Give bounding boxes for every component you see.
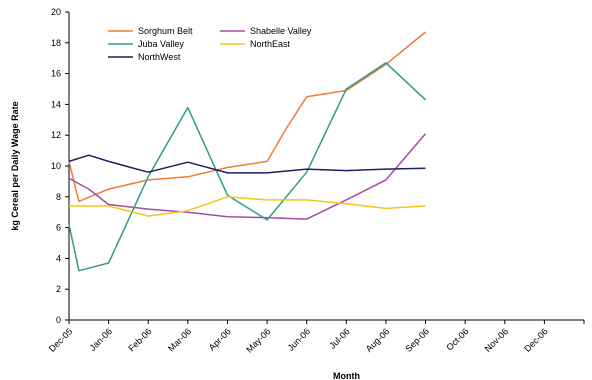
legend-item-northwest: NorthWest	[108, 52, 181, 62]
x-tick-label: Dec-05	[47, 326, 75, 354]
y-tick-label: 14	[51, 99, 61, 109]
x-tick-label: Sep-06	[403, 326, 431, 354]
x-tick-label: Feb-06	[126, 326, 153, 353]
y-tick-label: 10	[51, 161, 61, 171]
series-line-sorghum-belt	[68, 31, 426, 203]
x-tick-label: Mar-06	[166, 326, 193, 353]
legend-label: Sorghum Belt	[138, 26, 193, 36]
legend-item-juba-valley: Juba Valley	[108, 39, 184, 49]
series-line-juba-valley	[68, 62, 427, 272]
legend: Sorghum Belt Shabelle Valley Juba Valley No…	[108, 26, 312, 62]
x-tick-label: Aug-06	[364, 326, 392, 354]
legend-label: Shabelle Valley	[250, 26, 312, 36]
y-tick-label: 16	[51, 69, 61, 79]
x-tick-label: Dec-06	[522, 326, 550, 354]
series-line-northwest	[68, 154, 426, 174]
y-tick-label: 18	[51, 38, 61, 48]
plot-area: 0 2 4 6 8 10 12 14 16 18 20 Dec-05 Jan-06 Feb-06 Mar-0…	[47, 7, 585, 355]
x-tick-label: Oct-06	[444, 326, 470, 352]
x-axis-title: Month	[333, 371, 360, 380]
y-tick-label: 4	[56, 253, 61, 263]
x-tick-label: May-06	[244, 326, 272, 354]
legend-label: NorthEast	[250, 39, 291, 49]
y-tick-label: 0	[56, 315, 61, 325]
legend-item-northeast: NorthEast	[220, 39, 291, 49]
y-tick-label: 20	[51, 7, 61, 17]
y-tick-label: 12	[51, 130, 61, 140]
series-layer	[68, 31, 427, 272]
y-tick-label: 2	[56, 284, 61, 294]
x-tick-label: Jun-06	[286, 326, 313, 353]
x-tick-label: Nov-06	[483, 326, 511, 354]
legend-label: Juba Valley	[138, 39, 184, 49]
x-tick-label: Jul-06	[327, 326, 351, 350]
y-axis-title: kg Cereal per Daily Wage Rate	[10, 101, 20, 230]
series-line-shabelle-valley	[68, 133, 427, 220]
x-tick-label: Jan-06	[87, 326, 114, 353]
y-tick-label: 6	[56, 223, 61, 233]
x-tick-label: Apr-06	[207, 326, 233, 352]
y-tick-label: 8	[56, 192, 61, 202]
legend-item-sorghum-belt: Sorghum Belt	[108, 26, 193, 36]
legend-label: NorthWest	[138, 52, 181, 62]
legend-item-shabelle-valley: Shabelle Valley	[220, 26, 312, 36]
series-line-northeast	[69, 196, 426, 217]
